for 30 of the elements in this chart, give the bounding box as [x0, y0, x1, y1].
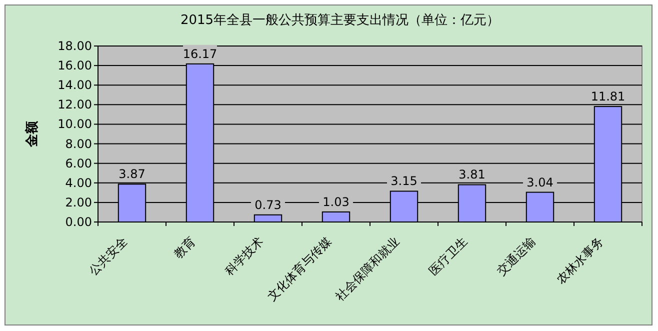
- data-label: 3.15: [390, 174, 418, 188]
- data-label: 11.81: [590, 90, 626, 104]
- bar: [254, 214, 282, 222]
- x-tick-label: 交通运输: [494, 234, 538, 278]
- x-tick-label: 社会保障和就业: [332, 234, 402, 304]
- y-tick-label: 12.00: [58, 98, 92, 112]
- data-label: 16.17: [182, 46, 218, 61]
- y-tick-label: 18.00: [58, 39, 92, 53]
- y-tick-label: 14.00: [58, 78, 92, 92]
- chart-title: 2015年全县一般公共预算主要支出情况（单位：亿元）: [180, 12, 500, 28]
- y-tick-label: 16.00: [58, 58, 92, 73]
- y-tick-label: 2.00: [65, 195, 92, 210]
- data-label: 3.87: [118, 167, 146, 182]
- x-tick-label: 公共安全: [86, 234, 130, 278]
- y-axis-title: 金额: [24, 120, 40, 148]
- x-tick-label: 科学技术: [222, 234, 266, 278]
- y-tick-label: 10.00: [58, 117, 92, 132]
- x-tick-label: 文化体育与传媒: [264, 234, 334, 304]
- y-tick-label: 4.00: [65, 176, 92, 190]
- bar: [322, 211, 350, 222]
- y-tick-label: 0.00: [65, 215, 92, 229]
- x-tick-label: 教育: [171, 234, 198, 262]
- x-tick-label: 医疗卫生: [426, 234, 470, 278]
- data-label: 0.73: [254, 198, 282, 212]
- y-tick-label: 6.00: [65, 156, 92, 170]
- data-label: 3.81: [458, 168, 486, 182]
- x-tick-label: 农林水事务: [554, 234, 606, 287]
- data-label: 1.03: [322, 194, 350, 209]
- data-label: 3.04: [526, 175, 554, 190]
- y-tick-label: 8.00: [65, 136, 92, 151]
